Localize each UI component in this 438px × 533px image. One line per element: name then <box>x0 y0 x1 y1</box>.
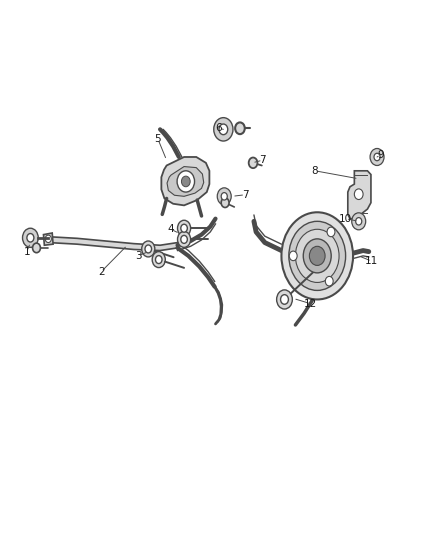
Circle shape <box>177 171 194 192</box>
Text: 12: 12 <box>304 298 317 309</box>
Circle shape <box>217 188 231 205</box>
Circle shape <box>142 241 155 257</box>
Text: 5: 5 <box>155 134 161 144</box>
Text: 1: 1 <box>24 247 30 256</box>
Circle shape <box>370 149 384 165</box>
Circle shape <box>152 252 165 268</box>
Circle shape <box>309 246 325 265</box>
Polygon shape <box>167 166 204 196</box>
Circle shape <box>354 189 363 199</box>
Polygon shape <box>348 171 371 219</box>
Circle shape <box>221 198 229 207</box>
Text: 2: 2 <box>98 267 104 277</box>
Circle shape <box>289 221 346 290</box>
Circle shape <box>327 227 335 237</box>
Circle shape <box>249 158 258 168</box>
Circle shape <box>289 251 297 261</box>
Circle shape <box>219 124 228 135</box>
Circle shape <box>27 233 34 242</box>
Text: 7: 7 <box>242 190 248 200</box>
Circle shape <box>352 213 366 230</box>
Polygon shape <box>49 237 177 251</box>
Circle shape <box>303 239 331 273</box>
Text: 10: 10 <box>339 214 352 224</box>
Circle shape <box>181 224 187 232</box>
Circle shape <box>181 236 187 244</box>
Circle shape <box>45 235 51 243</box>
Circle shape <box>281 295 288 304</box>
Circle shape <box>282 212 353 300</box>
Circle shape <box>177 220 191 236</box>
Polygon shape <box>43 233 53 245</box>
Polygon shape <box>161 157 209 205</box>
Text: 4: 4 <box>168 224 174 235</box>
Circle shape <box>374 154 380 161</box>
Circle shape <box>155 256 162 264</box>
Circle shape <box>177 231 191 247</box>
Text: 7: 7 <box>259 155 266 165</box>
Text: 9: 9 <box>377 150 384 160</box>
Circle shape <box>235 123 245 134</box>
Circle shape <box>181 176 190 187</box>
Circle shape <box>277 290 292 309</box>
Circle shape <box>214 118 233 141</box>
Circle shape <box>325 277 333 286</box>
Circle shape <box>221 192 227 200</box>
Text: 3: 3 <box>135 251 141 261</box>
Circle shape <box>145 245 152 253</box>
Circle shape <box>295 229 339 282</box>
Circle shape <box>32 243 40 253</box>
Text: 6: 6 <box>215 123 223 133</box>
Circle shape <box>356 217 362 225</box>
Text: 8: 8 <box>312 166 318 176</box>
Text: 11: 11 <box>365 256 378 266</box>
Circle shape <box>22 228 38 247</box>
